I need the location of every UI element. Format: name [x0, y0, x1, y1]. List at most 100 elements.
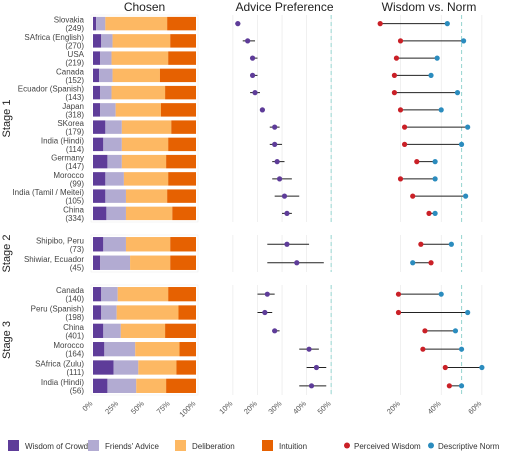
norm-point [410, 260, 416, 266]
wisdom-title: Wisdom vs. Norm [382, 0, 477, 14]
wisdom-point [391, 72, 398, 78]
wisdom-point [428, 260, 434, 266]
bar-segment [93, 68, 100, 83]
bar-segment [104, 342, 136, 357]
legend-marker [428, 442, 434, 449]
estimate-point [262, 309, 268, 316]
estimate-point [276, 176, 283, 182]
bar-segment [101, 305, 117, 320]
chosen-panel: Slovakia(249)SAfrica (English)(270)USA(2… [12, 14, 199, 419]
bar-segment [168, 287, 196, 302]
legend-swatch [175, 440, 186, 451]
row-n-label: (73) [70, 245, 85, 254]
bar-segment [160, 103, 196, 117]
norm-point [428, 72, 434, 78]
x-tick-label: 75% [155, 399, 172, 416]
row-n-label: (270) [65, 41, 84, 50]
wisdom-point [401, 141, 408, 147]
x-tick-label: 20% [242, 399, 259, 416]
stage-frame [90, 284, 199, 396]
row-n-label: (249) [65, 24, 84, 33]
bar-segment [103, 237, 126, 252]
bar-segment [170, 34, 196, 48]
bar-segment [93, 16, 97, 31]
bar-segment [136, 378, 167, 393]
bar-segment [93, 34, 102, 48]
bar-segment [168, 172, 196, 186]
bar-segment [111, 51, 169, 65]
bar-segment [93, 342, 105, 357]
row-n-label: (140) [65, 295, 84, 304]
bar-segment [107, 154, 122, 169]
x-tick-label: 60% [466, 399, 483, 416]
row-n-label: (219) [65, 59, 84, 68]
bar-segment [100, 103, 116, 117]
stage-label: Stage 1 [1, 100, 13, 138]
bar-segment [167, 189, 196, 203]
x-tick-label: 10% [217, 399, 234, 416]
bar-segment [121, 137, 169, 152]
row-n-label: (152) [65, 76, 84, 85]
bar-segment [93, 378, 108, 393]
row-label: China [63, 205, 84, 214]
wisdom-point [395, 291, 402, 297]
bar-segment [93, 189, 106, 203]
row-label: SAfrica (Zulu) [35, 360, 84, 369]
estimate-point [249, 55, 256, 61]
legend-swatch [262, 440, 273, 451]
wisdom-point [442, 364, 448, 371]
bar-segment [121, 120, 172, 134]
row-label: Canada [56, 286, 85, 295]
bar-segment [165, 323, 196, 338]
row-n-label: (105) [65, 197, 84, 206]
norm-point [438, 291, 444, 297]
norm-point [448, 241, 454, 247]
estimate-point [274, 159, 280, 165]
estimate-point [284, 241, 290, 247]
x-tick-label: 25% [103, 399, 120, 416]
row-label: Japan [62, 102, 84, 111]
wisdom-point [418, 241, 424, 247]
estimate-point [284, 210, 290, 216]
norm-point [458, 383, 465, 389]
x-tick-label: 40% [426, 399, 443, 416]
legend: Wisdom of Crowds Friends' Advice Deliberat… [8, 440, 500, 451]
row-label: Ecuador (Spanish) [18, 85, 85, 94]
wisdom-point [377, 21, 383, 27]
x-tick-label: 50% [316, 399, 333, 416]
wisdom-point [446, 383, 452, 389]
bar-segment [135, 342, 180, 357]
estimate-point [272, 141, 278, 147]
row-label: Shiwiar, Ecuador [24, 255, 84, 264]
norm-point [438, 107, 444, 113]
bar-segment [93, 137, 104, 152]
estimate-point [264, 291, 270, 297]
wisdom-point [397, 38, 404, 44]
bar-segment [121, 154, 167, 169]
bar-segment [166, 154, 196, 169]
bar-segment [172, 206, 196, 221]
legend-label: Intuition [279, 442, 307, 451]
norm-point [463, 193, 469, 199]
chosen-title: Chosen [124, 0, 165, 14]
x-tick-label: 0% [80, 399, 94, 413]
row-n-label: (334) [65, 214, 84, 223]
legend-label: Descriptive Norm [438, 442, 500, 451]
wisdom-point [420, 346, 426, 352]
bar-segment [130, 255, 171, 270]
bar-segment [115, 103, 161, 117]
row-label: USA [68, 50, 85, 59]
estimate-point [308, 383, 315, 389]
bar-segment [125, 237, 171, 252]
wisdom-point [395, 309, 402, 316]
bar-segment [101, 287, 118, 302]
row-label: Morocco [53, 341, 84, 350]
norm-point [458, 141, 465, 147]
norm-point [458, 346, 465, 352]
bar-segment [171, 120, 196, 134]
bar-segment [112, 68, 160, 83]
norm-point [432, 176, 438, 182]
bar-segment [100, 85, 112, 100]
bar-segment [93, 305, 102, 320]
x-tick-label: 30% [266, 399, 283, 416]
